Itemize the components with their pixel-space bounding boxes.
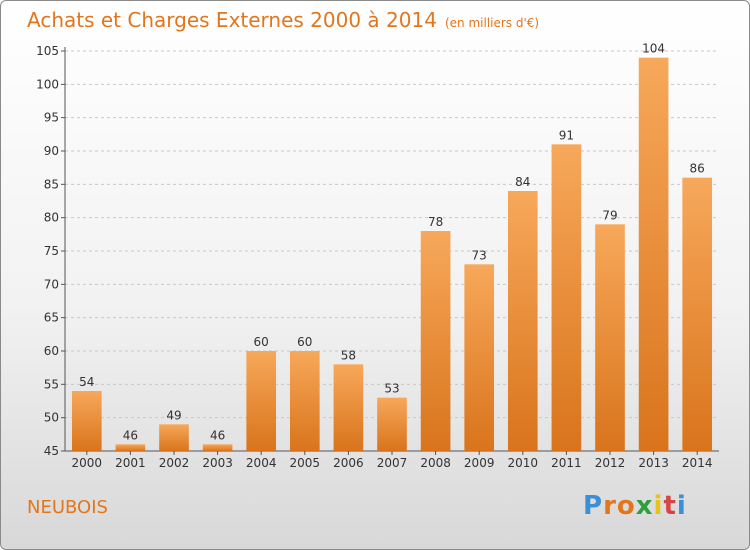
y-tick-label: 55	[44, 377, 59, 391]
bar	[682, 177, 713, 451]
x-tick-label: 2008	[420, 456, 451, 470]
y-tick-label: 45	[44, 444, 59, 458]
data-label: 84	[515, 175, 530, 189]
data-label: 60	[254, 335, 269, 349]
x-tick-label: 2001	[115, 456, 146, 470]
logo-letter: i	[676, 491, 687, 521]
x-tick-label: 2009	[464, 456, 495, 470]
x-tick-label: 2011	[551, 456, 582, 470]
logo-letter: P	[583, 491, 604, 521]
data-label: 86	[690, 162, 705, 176]
y-tick-label: 85	[44, 177, 59, 191]
x-tick-label: 2002	[159, 456, 190, 470]
data-label: 46	[123, 428, 138, 442]
data-label: 53	[384, 382, 399, 396]
y-tick-label: 75	[44, 244, 59, 258]
x-tick-label: 2014	[682, 456, 713, 470]
bar	[246, 351, 277, 451]
y-tick-label: 50	[44, 411, 59, 425]
data-label: 46	[210, 428, 225, 442]
chart-subtitle: (en milliers d'€)	[444, 16, 540, 30]
bar	[159, 424, 189, 451]
bar	[507, 191, 538, 451]
data-label: 104	[642, 42, 665, 56]
y-tick-label: 60	[44, 344, 59, 358]
chart-title-text: Achats et Charges Externes 2000 à 2014	[27, 8, 437, 32]
x-tick-label: 2006	[333, 456, 364, 470]
data-label: 73	[472, 248, 487, 262]
data-label: 91	[559, 128, 574, 142]
x-tick-label: 2010	[508, 456, 539, 470]
data-label: 54	[79, 375, 94, 389]
place-name: NEUBOIS	[27, 497, 108, 518]
data-label: 78	[428, 215, 443, 229]
logo-letter: o	[616, 491, 636, 521]
x-tick-label: 2013	[638, 456, 669, 470]
bar	[638, 57, 669, 452]
bar	[420, 231, 451, 451]
chart-title: Achats et Charges Externes 2000 à 2014 (e…	[27, 8, 539, 32]
x-tick-label: 2003	[202, 456, 233, 470]
y-tick-label: 105	[36, 44, 59, 58]
y-tick-label: 100	[36, 77, 59, 91]
logo-letter: r	[603, 491, 617, 521]
logo-letter: x	[635, 491, 654, 521]
data-label: 49	[166, 408, 181, 422]
y-tick-label: 90	[44, 144, 59, 158]
bar	[595, 224, 625, 451]
x-tick-label: 2004	[246, 456, 277, 470]
x-tick-label: 2000	[72, 456, 103, 470]
bar	[115, 444, 146, 451]
x-tick-label: 2005	[290, 456, 321, 470]
data-label: 60	[297, 335, 312, 349]
y-tick-label: 65	[44, 311, 59, 325]
data-label: 79	[602, 208, 617, 222]
y-tick-label: 80	[44, 211, 59, 225]
logo-letter: t	[663, 491, 677, 521]
proxiti-logo: Proxiti	[583, 491, 687, 521]
logo-letter: i	[653, 491, 664, 521]
bar	[377, 397, 407, 451]
bar	[464, 264, 495, 451]
x-tick-label: 2012	[595, 456, 626, 470]
data-label: 58	[341, 348, 356, 362]
bar	[551, 144, 582, 452]
y-tick-label: 70	[44, 277, 59, 291]
bar	[333, 364, 364, 451]
y-tick-label: 95	[44, 111, 59, 125]
bar	[71, 391, 102, 451]
bar	[289, 351, 320, 451]
bar	[202, 444, 233, 451]
x-tick-label: 2007	[377, 456, 408, 470]
